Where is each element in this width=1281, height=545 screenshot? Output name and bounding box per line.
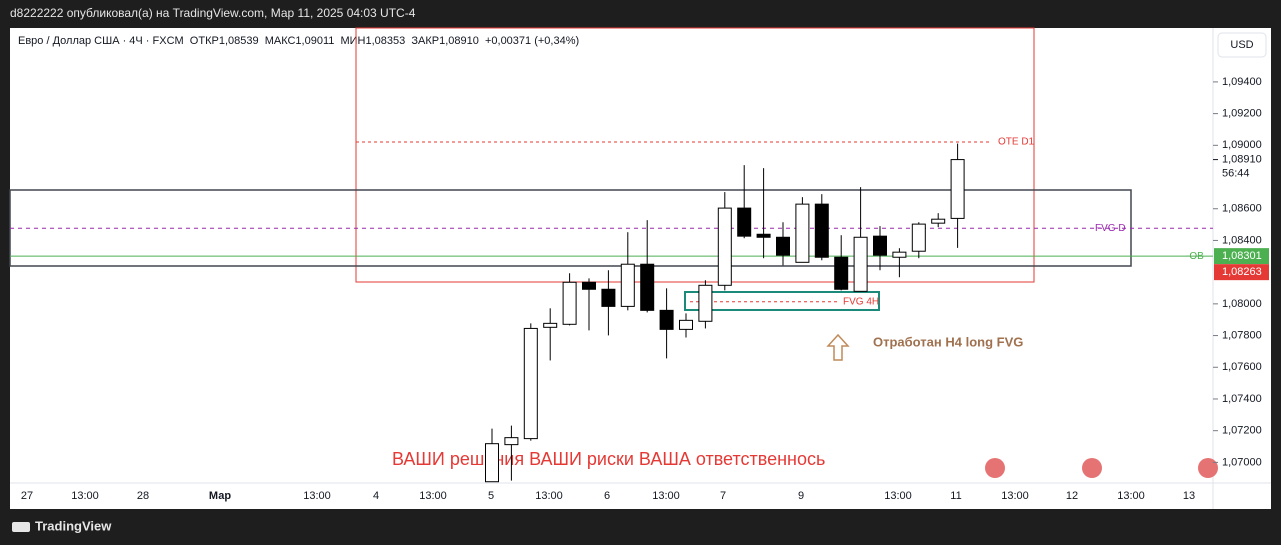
arrow-up: [826, 333, 850, 361]
last-price-label: 1,08910: [1222, 153, 1262, 165]
x-tick-label: 4: [373, 490, 379, 502]
currency-label[interactable]: USD: [1230, 39, 1253, 51]
y-tick-label: 1,09000: [1222, 139, 1262, 151]
candle-body: [504, 437, 519, 446]
flag-icon[interactable]: [985, 458, 1005, 478]
x-tick-label: 13:00: [1001, 490, 1029, 502]
x-tick-label: 13:00: [652, 490, 680, 502]
candle-body: [640, 263, 655, 311]
candle-body: [950, 159, 965, 219]
annotation: Отработан H4 long FVG: [873, 334, 1023, 349]
y-tick-label: 1,09400: [1222, 76, 1262, 88]
x-tick-label: 13:00: [535, 490, 563, 502]
level-label: -OB: [1186, 251, 1204, 262]
candle-body: [756, 233, 771, 238]
x-tick-label: 28: [137, 490, 149, 502]
candle-body: [717, 207, 732, 286]
y-tick-label: 1,09200: [1222, 108, 1262, 120]
x-tick-label: 13:00: [303, 490, 331, 502]
candle-body: [562, 281, 577, 325]
zone-fvg-4h: [684, 291, 880, 311]
candle-body: [620, 263, 635, 307]
x-tick-label: Мар: [209, 490, 231, 502]
candle-body: [523, 327, 538, 440]
candle-body: [679, 319, 693, 330]
brand-logo: [12, 522, 30, 532]
y-tick-label: 1,08600: [1222, 203, 1262, 215]
y-tick-label: 1,07000: [1222, 456, 1262, 468]
candle-body: [659, 309, 674, 330]
x-tick-label: 6: [604, 490, 610, 502]
x-tick-label: 13:00: [419, 490, 447, 502]
y-tick-label: 1,07400: [1222, 393, 1262, 405]
candle-body: [582, 281, 596, 290]
disclaimer: ВАШИ решения ВАШИ риски ВАША ответственн…: [392, 449, 825, 469]
candle-body: [853, 236, 868, 292]
candle-body: [814, 203, 829, 258]
candle-body: [776, 236, 790, 256]
price-tag-label: 1,08263: [1222, 266, 1262, 278]
zone-red: [355, 27, 1035, 283]
candle-body: [601, 288, 616, 307]
price-tag-label: 1,08301: [1222, 250, 1262, 262]
y-tick-label: 1,07200: [1222, 425, 1262, 437]
countdown: 56:44: [1222, 167, 1250, 179]
y-tick-label: 1,07800: [1222, 329, 1262, 341]
x-tick-label: 13:00: [884, 490, 912, 502]
candle-body: [931, 218, 946, 224]
candle-body: [485, 443, 499, 483]
x-tick-label: 5: [488, 490, 494, 502]
brand: TradingView: [35, 518, 112, 533]
candle-body: [737, 207, 752, 237]
x-tick-label: 13:00: [1117, 490, 1145, 502]
y-tick-label: 1,07600: [1222, 361, 1262, 373]
candle-body: [698, 284, 713, 322]
x-tick-label: 13:00: [71, 490, 99, 502]
price-tag: [1214, 248, 1269, 265]
candle-body: [834, 256, 849, 290]
candle-body: [873, 235, 887, 256]
flag-icon[interactable]: [1198, 458, 1218, 478]
x-tick-label: 12: [1066, 490, 1078, 502]
x-tick-label: 9: [798, 490, 804, 502]
level-label: OTE D1: [998, 137, 1035, 148]
x-tick-label: 11: [950, 490, 961, 502]
level-label: FVG D: [1095, 223, 1126, 234]
x-tick-label: 7: [720, 490, 726, 502]
y-tick-label: 1,08400: [1222, 234, 1262, 246]
x-tick-label: 27: [21, 490, 33, 502]
publisher: d8222222 опубликовал(а) на TradingView.c…: [10, 6, 416, 20]
level-label: FVG 4H: [843, 296, 879, 307]
chart-title: Евро / Доллар США · 4Ч · FXCM ОТКР1,0853…: [18, 35, 579, 47]
flag-icon[interactable]: [1082, 458, 1102, 478]
x-tick-label: 13: [1183, 490, 1195, 502]
candle-body: [911, 223, 926, 252]
candle-body: [543, 322, 558, 328]
candle-body: [892, 251, 907, 258]
candle-body: [795, 203, 810, 263]
price-tag: [1214, 264, 1269, 281]
y-tick-label: 1,08000: [1222, 298, 1262, 310]
currency-button[interactable]: [1217, 32, 1267, 58]
